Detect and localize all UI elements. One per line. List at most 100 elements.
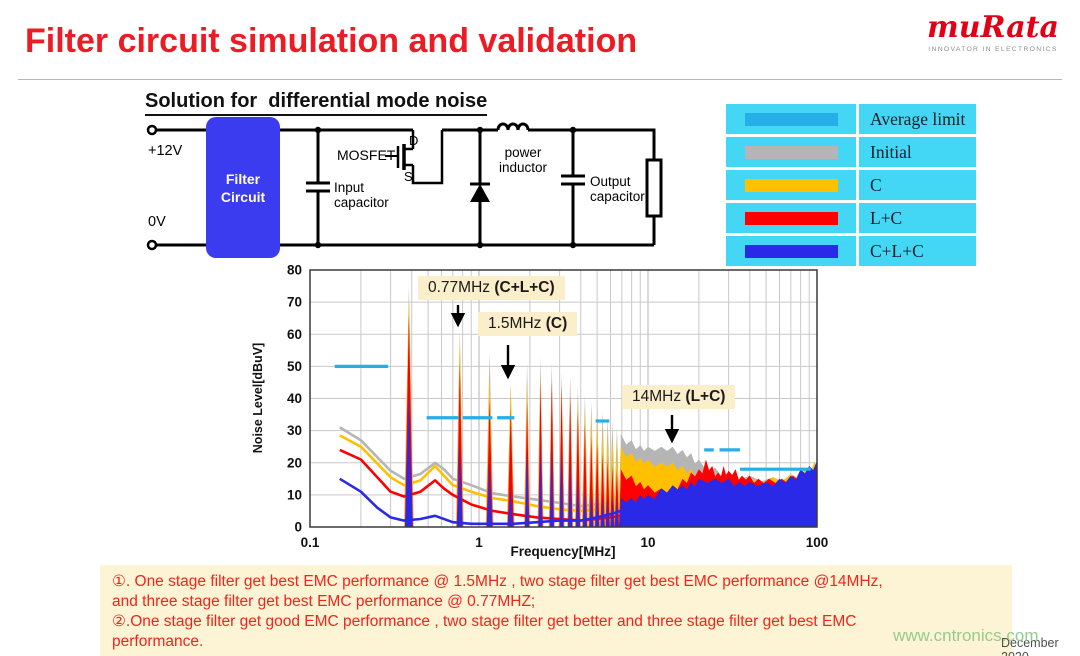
harmonic-spike <box>507 408 514 527</box>
legend-swatch <box>744 211 838 225</box>
legend-swatch-cell <box>726 137 856 167</box>
x-tick-label: 0.1 <box>301 535 320 550</box>
y-tick-label: 10 <box>287 487 302 502</box>
date-label: December 2020 <box>1001 636 1059 656</box>
legend-swatch-cell <box>726 104 856 134</box>
annotation-15mhz: 1.5MHz (C) <box>478 312 578 336</box>
y-tick-label: 30 <box>287 423 302 438</box>
y-tick-label: 50 <box>287 359 302 374</box>
harmonic-spike <box>589 437 594 527</box>
load-resistor-icon <box>645 158 663 218</box>
plot-border <box>309 269 818 528</box>
legend-swatch-cell <box>726 170 856 200</box>
note-line: and three stage filter get best EMC perf… <box>112 593 536 610</box>
annotation-text-bold: (C+L+C) <box>494 279 555 296</box>
y-tick-label: 40 <box>287 391 302 406</box>
y-tick-label: 60 <box>287 327 302 342</box>
murata-logo-tagline: INNOVATOR IN ELECTRONICS <box>928 46 1058 53</box>
harmonic-spike <box>575 411 581 527</box>
annotation-text: 0.77MHz <box>428 279 495 296</box>
harmonic-spike <box>619 498 623 527</box>
junction-dots <box>314 126 577 249</box>
y-tick-label: 70 <box>287 295 302 310</box>
harmonic-spike <box>576 475 580 527</box>
watermark: www.cntronics.com <box>893 626 1039 645</box>
legend-swatch <box>744 112 838 126</box>
legend-label: L+C <box>859 203 976 233</box>
harmonic-spike <box>610 498 615 527</box>
circuit-labels: +12V 0V Filter Circuit MOSFET D S Input … <box>148 133 645 230</box>
murata-logo: muRata INNOVATOR IN ELECTRONICS <box>918 12 1068 54</box>
note-line: ②.One stage filter get good EMC performa… <box>112 613 857 630</box>
page-title: Filter circuit simulation and validation <box>25 22 638 60</box>
v-plus-label: +12V <box>148 143 183 159</box>
harmonic-spike <box>610 466 615 527</box>
legend-label: Initial <box>859 137 976 167</box>
output-cap-label-2: capacitor <box>590 189 645 204</box>
harmonic-spike <box>538 443 543 527</box>
harmonic-spike <box>589 494 594 527</box>
harmonic-spike <box>525 449 529 527</box>
circuit-diagram: +12V 0V Filter Circuit MOSFET D S Input … <box>146 117 663 258</box>
legend-swatch <box>744 244 838 258</box>
legend-row: L+C <box>726 203 976 233</box>
harmonic-spike <box>549 446 554 527</box>
harmonic-spike <box>600 498 605 527</box>
annotation-14mhz: 14MHz (L+C) <box>622 385 736 409</box>
harmonic-spike <box>595 494 599 527</box>
legend-row: C+L+C <box>726 236 976 266</box>
note-line: ①. One stage filter get best EMC perform… <box>112 573 883 590</box>
annotation-text: 14MHz <box>632 388 686 405</box>
harmonic-spike <box>568 462 573 527</box>
annotation-text-bold: (C) <box>545 315 568 332</box>
legend-row: Average limit <box>726 104 976 134</box>
harmonic-spike <box>605 498 610 527</box>
mosfet-label: MOSFET <box>337 147 396 163</box>
inductor-label-1: power <box>505 145 542 160</box>
legend-label: C+L+C <box>859 236 976 266</box>
x-tick-label: 1 <box>475 535 483 550</box>
filter-box-label-1: Filter <box>226 171 261 187</box>
harmonic-spike <box>583 488 587 527</box>
legend-label: C <box>859 170 976 200</box>
input-cap-label-2: capacitor <box>334 195 389 210</box>
harmonic-spike <box>559 449 564 527</box>
v-zero-label: 0V <box>148 214 166 230</box>
input-terminal-zero <box>146 239 158 251</box>
y-tick-label: 20 <box>287 455 302 470</box>
output-cap-label-1: Output <box>590 174 631 189</box>
diode-icon <box>470 184 490 202</box>
x-tick-label: 100 <box>806 535 829 550</box>
legend-label: Average limit <box>859 104 976 134</box>
input-terminal-plus <box>146 124 158 136</box>
legend-swatch <box>744 145 838 159</box>
harmonic-spike <box>568 395 573 527</box>
harmonic-spike <box>508 488 514 527</box>
legend-row: C <box>726 170 976 200</box>
inductor-label-2: inductor <box>499 160 548 175</box>
harmonic-spike <box>595 443 600 527</box>
legend-table: Average limit Initial C L+C C+L+C <box>726 104 976 269</box>
harmonic-spike <box>486 398 493 527</box>
mosfet-drain-label: D <box>409 133 418 148</box>
y-tick-label: 0 <box>294 520 302 535</box>
legend-swatch-cell <box>726 203 856 233</box>
y-tick-label: 80 <box>287 265 302 278</box>
title-divider <box>18 79 1062 80</box>
mosfet-source-label: S <box>404 169 413 184</box>
harmonic-spike <box>582 424 588 527</box>
legend-row: Initial <box>726 137 976 167</box>
x-tick-label: 10 <box>640 535 655 550</box>
harmonic-spike <box>615 498 619 527</box>
harmonic-spike <box>600 453 605 527</box>
harmonic-spike <box>605 459 610 527</box>
inductor-coil-icon <box>496 122 530 131</box>
filter-box-label-2: Circuit <box>221 189 266 205</box>
harmonic-spike <box>486 462 493 527</box>
y-axis-title: Noise Level[dBuV] <box>251 343 265 453</box>
annotation-text-bold: (L+C) <box>685 388 726 405</box>
section-heading: Solution for differential mode noise <box>145 90 488 116</box>
legend-swatch <box>744 178 838 192</box>
conclusion-notes: ①. One stage filter get best EMC perform… <box>100 565 1012 656</box>
